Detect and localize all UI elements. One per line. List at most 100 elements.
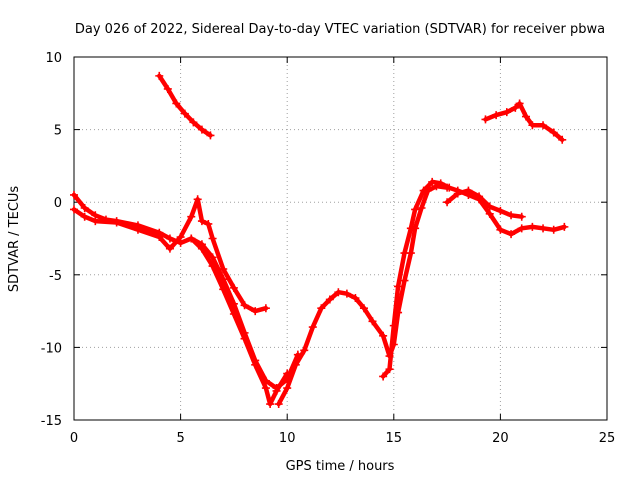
data-point-marker — [133, 225, 142, 234]
data-point-marker — [204, 219, 213, 228]
data-point-marker — [445, 183, 454, 192]
data-point-marker — [528, 121, 537, 130]
data-point-marker — [229, 310, 238, 319]
data-point-marker — [80, 204, 89, 213]
data-point-marker — [389, 321, 398, 330]
data-point-marker — [436, 179, 445, 188]
plot-frame — [73, 56, 608, 421]
data-point-marker — [496, 225, 505, 234]
data-point-marker — [219, 285, 228, 294]
data-point-marker — [481, 115, 490, 124]
series-arc-6 — [379, 177, 569, 381]
data-point-marker — [180, 109, 189, 118]
data-point-marker — [334, 288, 343, 297]
data-point-marker — [261, 384, 270, 393]
chart-title: Day 026 of 2022, Sidereal Day-to-day VTE… — [75, 22, 605, 37]
data-point-marker — [261, 304, 270, 313]
data-point-marker — [91, 217, 100, 226]
data-point-marker — [507, 230, 516, 239]
data-point-marker — [385, 365, 394, 374]
series-line — [483, 101, 565, 143]
data-point-marker — [379, 372, 388, 381]
data-point-marker — [515, 99, 524, 108]
data-point-marker — [208, 262, 217, 271]
data-point-marker — [187, 234, 196, 243]
data-point-marker — [406, 224, 415, 233]
data-point-marker — [560, 222, 569, 231]
data-point-marker — [308, 323, 317, 332]
data-point-marker — [496, 206, 505, 215]
data-point-marker — [558, 135, 567, 144]
data-point-marker — [176, 233, 185, 242]
grid — [74, 57, 607, 420]
data-point-marker — [193, 195, 202, 204]
data-point-marker — [197, 217, 206, 226]
data-point-marker — [464, 186, 473, 195]
data-point-marker — [325, 295, 334, 304]
data-point-marker — [419, 186, 428, 195]
data-point-marker — [379, 331, 388, 340]
data-point-marker — [428, 177, 437, 186]
data-point-marker — [368, 317, 377, 326]
data-point-marker — [528, 222, 537, 231]
x-tick-label: 20 — [492, 431, 509, 446]
y-axis-label: SDTVAR / TECUs — [7, 186, 22, 293]
data-point-marker — [300, 346, 309, 355]
data-point-marker — [163, 84, 172, 93]
data-point-marker — [511, 103, 520, 112]
data-point-marker — [394, 282, 403, 291]
data-point-marker — [187, 212, 196, 221]
data-point-marker — [485, 202, 494, 211]
data-point-marker — [165, 244, 174, 253]
data-point-marker — [208, 234, 217, 243]
y-tick-label: 0 — [54, 196, 62, 211]
data-point-marker — [165, 234, 174, 243]
data-point-marker — [443, 198, 452, 207]
data-point-marker — [70, 190, 78, 199]
y-tick-label: -5 — [49, 269, 62, 284]
y-tick-label: -10 — [41, 341, 62, 356]
data-point-marker — [70, 205, 78, 214]
series-arc-7 — [443, 186, 526, 221]
data-point-marker — [400, 276, 409, 285]
data-point-marker — [251, 307, 260, 316]
y-tick-label: 10 — [45, 51, 62, 66]
data-point-marker — [197, 125, 206, 134]
series-line — [380, 179, 567, 379]
data-point-marker — [266, 400, 275, 409]
data-point-marker — [411, 205, 420, 214]
axis-ticks: 0 5 10 15 20 25 -15 -10 -5 0 5 10 — [41, 51, 616, 446]
x-tick-label: 15 — [386, 431, 403, 446]
data-point-marker — [283, 384, 292, 393]
series-arc-5 — [274, 182, 452, 409]
data-point-marker — [507, 211, 516, 220]
data-point-marker — [172, 99, 181, 108]
data-point-marker — [206, 131, 215, 140]
x-tick-label: 25 — [599, 431, 616, 446]
data-point-marker — [229, 283, 238, 292]
data-point-marker — [417, 204, 426, 213]
x-tick-label: 5 — [176, 431, 184, 446]
data-point-marker — [283, 369, 292, 378]
data-point-marker — [80, 212, 89, 221]
data-series — [70, 71, 569, 409]
series-line — [276, 183, 450, 407]
data-point-marker — [492, 111, 501, 120]
data-point-marker — [240, 301, 249, 310]
series-arc-8 — [481, 99, 567, 144]
series-arc-3 — [187, 234, 292, 409]
data-point-marker — [539, 224, 548, 233]
data-point-marker — [240, 334, 249, 343]
data-point-marker — [208, 253, 217, 262]
data-point-marker — [359, 304, 368, 313]
data-point-marker — [155, 233, 164, 242]
data-point-marker — [274, 400, 283, 409]
data-point-marker — [475, 192, 484, 201]
data-point-marker — [400, 249, 409, 258]
data-point-marker — [155, 71, 164, 80]
data-point-marker — [521, 112, 530, 121]
data-point-marker — [112, 218, 121, 227]
y-tick-label: 5 — [54, 124, 62, 139]
data-point-marker — [453, 189, 462, 198]
